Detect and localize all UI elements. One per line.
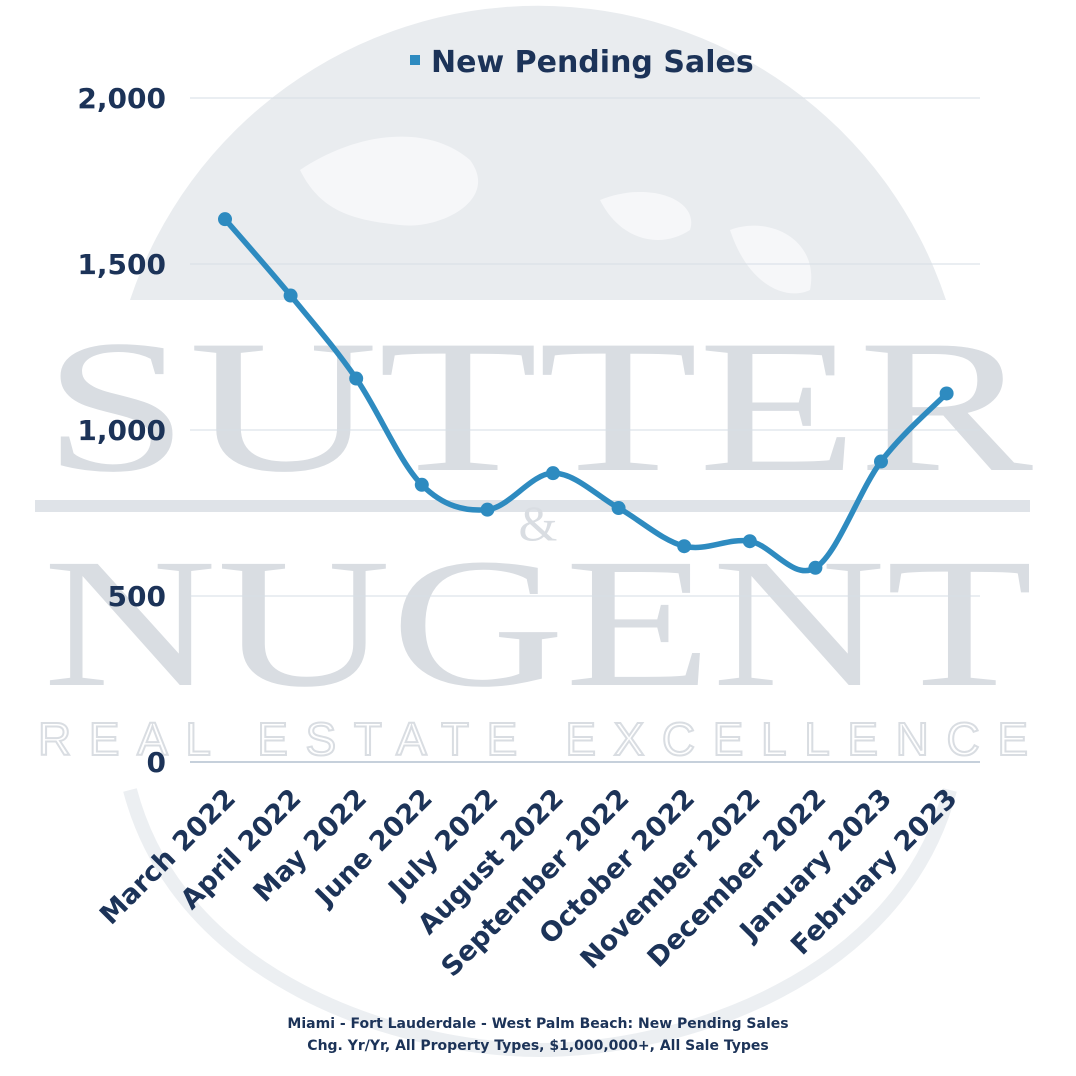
legend: New Pending Sales xyxy=(410,45,754,80)
globe-landmass-watermark xyxy=(300,136,812,294)
data-point xyxy=(283,288,298,303)
caption-line1: Miami - Fort Lauderdale - West Palm Beac… xyxy=(287,1016,789,1032)
gridlines xyxy=(190,97,980,597)
y-axis-ticks: 0 500 1,000 1,500 2,000 xyxy=(77,82,166,779)
data-point xyxy=(742,534,757,549)
globe-watermark xyxy=(130,5,946,301)
data-point xyxy=(218,212,232,227)
data-point xyxy=(677,539,692,554)
data-point xyxy=(414,477,429,492)
watermark-ampersand: & xyxy=(519,495,558,551)
data-point xyxy=(546,466,560,481)
data-point xyxy=(808,560,823,575)
series-new-pending-sales xyxy=(218,212,954,575)
legend-label: New Pending Sales xyxy=(431,45,754,80)
y-tick-label: 1,500 xyxy=(77,248,166,281)
data-point xyxy=(939,386,954,401)
series-line xyxy=(222,216,950,574)
y-tick-label: 1,000 xyxy=(77,414,166,447)
data-point xyxy=(480,502,495,517)
watermark-logo: SUTTER & NUGENT REAL ESTATE EXCELLENCE xyxy=(35,5,1033,1058)
y-tick-label: 500 xyxy=(108,580,166,613)
watermark-flourish xyxy=(123,788,957,1058)
y-tick-label: 0 xyxy=(147,746,166,779)
y-tick-label: 2,000 xyxy=(77,82,166,115)
data-point xyxy=(349,371,364,386)
data-point xyxy=(874,454,888,469)
caption-line2: Chg. Yr/Yr, All Property Types, $1,000,0… xyxy=(307,1038,769,1054)
watermark-line2: NUGENT xyxy=(43,521,1033,726)
data-point xyxy=(611,501,626,516)
legend-swatch xyxy=(410,55,420,65)
watermark-divider xyxy=(35,500,1030,512)
